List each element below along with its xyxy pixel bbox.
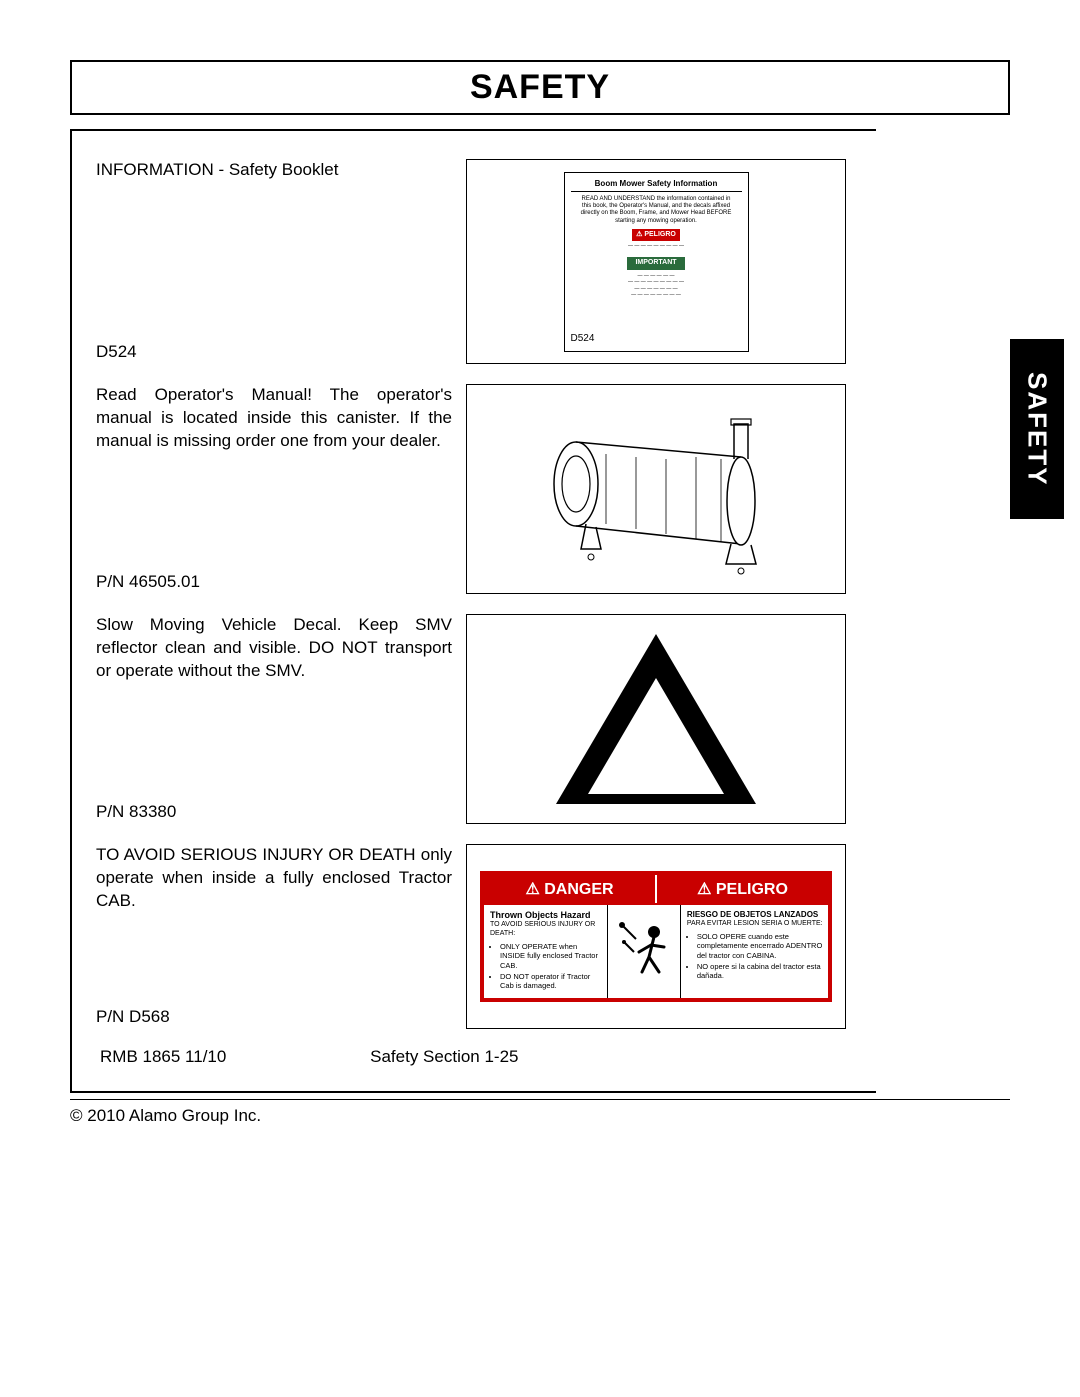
item-text: TO AVOID SERIOUS INJURY OR DEATH only op…	[96, 844, 458, 1029]
danger-col-en: Thrown Objects Hazard TO AVOID SERIOUS I…	[484, 905, 608, 998]
item-text: Read Operator's Manual! The operator's m…	[96, 384, 458, 594]
figure-danger-label: ⚠ DANGER ⚠ PELIGRO Thrown Objects Hazard…	[466, 844, 846, 1029]
danger-pictogram	[608, 905, 680, 998]
important-badge: IMPORTANT	[627, 257, 684, 269]
canister-icon	[526, 399, 786, 579]
footer-center: Safety Section 1-25	[370, 1047, 518, 1067]
hazard-bullet: ONLY OPERATE when INSIDE fully enclosed …	[500, 942, 601, 970]
hazard-bullet: SOLO OPERE cuando este completamente enc…	[697, 932, 825, 960]
item-partno: D524	[96, 331, 452, 364]
safety-item-1: INFORMATION - Safety Booklet D524 Boom M…	[96, 159, 852, 364]
side-tab-safety: SAFETY	[1010, 339, 1064, 519]
hazard-sub-es: PARA EVITAR LESION SERIA O MUERTE:	[687, 920, 825, 929]
item-partno: P/N D568	[96, 996, 452, 1029]
booklet-sub: READ AND UNDERSTAND the information cont…	[571, 192, 742, 229]
safety-item-3: Slow Moving Vehicle Decal. Keep SMV refl…	[96, 614, 852, 824]
danger-col-es: RIESGO DE OBJETOS LANZADOS PARA EVITAR L…	[680, 905, 831, 998]
item-text: Slow Moving Vehicle Decal. Keep SMV refl…	[96, 614, 458, 824]
danger-badge: ⚠ DANGER	[484, 875, 657, 903]
danger-label: ⚠ DANGER ⚠ PELIGRO Thrown Objects Hazard…	[480, 871, 832, 1002]
item-desc: TO AVOID SERIOUS INJURY OR DEATH only op…	[96, 844, 452, 913]
booklet-card: Boom Mower Safety Information READ AND U…	[564, 172, 749, 352]
hazard-bullet: NO opere si la cabina del tractor esta d…	[697, 962, 825, 981]
page-header: SAFETY	[70, 60, 1010, 115]
content-box: INFORMATION - Safety Booklet D524 Boom M…	[70, 129, 876, 1093]
thrown-object-icon	[614, 917, 674, 987]
hazard-title-es: RIESGO DE OBJETOS LANZADOS	[687, 910, 825, 920]
hazard-sub: TO AVOID SERIOUS INJURY OR DEATH:	[490, 921, 601, 939]
booklet-title: Boom Mower Safety Information	[571, 179, 742, 193]
peligro-badge: ⚠ PELIGRO	[657, 875, 828, 903]
item-desc: Slow Moving Vehicle Decal. Keep SMV refl…	[96, 614, 452, 683]
main-content: INFORMATION - Safety Booklet D524 Boom M…	[70, 129, 1010, 1126]
danger-header-row: ⚠ DANGER ⚠ PELIGRO	[484, 875, 828, 903]
peligro-badge: ⚠ PELIGRO	[632, 229, 680, 241]
item-desc: INFORMATION - Safety Booklet	[96, 159, 452, 182]
item-text: INFORMATION - Safety Booklet D524	[96, 159, 458, 364]
item-partno: P/N 83380	[96, 791, 452, 824]
booklet-fineprint: — — — — — — — — —	[571, 241, 742, 251]
safety-item-2: Read Operator's Manual! The operator's m…	[96, 384, 852, 594]
figure-canister	[466, 384, 846, 594]
booklet-dnum: D524	[571, 333, 595, 345]
footer-left: RMB 1865 11/10	[100, 1047, 226, 1067]
smv-triangle-icon	[556, 634, 756, 804]
figure-safety-booklet: Boom Mower Safety Information READ AND U…	[466, 159, 846, 364]
copyright: © 2010 Alamo Group Inc.	[70, 1099, 1010, 1126]
hazard-title: Thrown Objects Hazard	[490, 910, 601, 921]
page-title: SAFETY	[72, 68, 1008, 107]
danger-body: Thrown Objects Hazard TO AVOID SERIOUS I…	[484, 903, 828, 998]
page-footer: RMB 1865 11/10 Safety Section 1-25	[96, 1037, 852, 1071]
item-desc: Read Operator's Manual! The operator's m…	[96, 384, 452, 453]
hazard-bullet: DO NOT operator if Tractor Cab is damage…	[500, 972, 601, 991]
item-partno: P/N 46505.01	[96, 561, 452, 594]
figure-smv-triangle	[466, 614, 846, 824]
booklet-fineprint2: — — — — — —— — — — — — — — —— — — — — — …	[571, 270, 742, 302]
safety-item-4: TO AVOID SERIOUS INJURY OR DEATH only op…	[96, 844, 852, 1029]
